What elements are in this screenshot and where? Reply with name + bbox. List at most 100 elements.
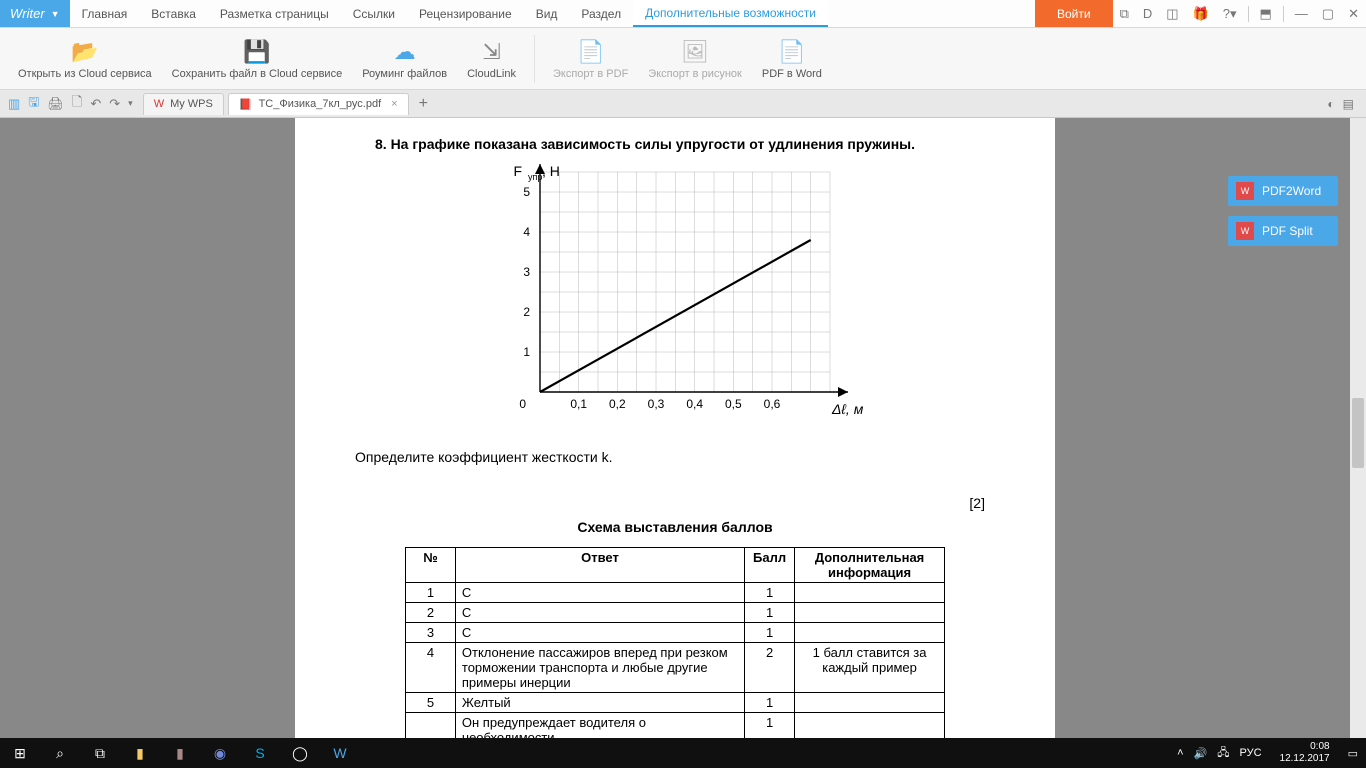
menu-вид[interactable]: Вид — [524, 0, 570, 27]
scrollbar-thumb[interactable] — [1352, 398, 1364, 468]
table-cell: 1 — [745, 623, 795, 643]
separator — [1283, 6, 1284, 22]
taskbar-lib-icon[interactable]: ▮ — [160, 738, 200, 768]
ribbon-label: Сохранить файл в Cloud сервисе — [172, 68, 343, 80]
ribbon-label: CloudLink — [467, 68, 516, 80]
d-icon[interactable]: D — [1136, 6, 1159, 21]
table-cell: 3 — [406, 623, 456, 643]
taskview-button[interactable]: ⧉ — [80, 738, 120, 768]
qat-redo-icon[interactable]: ↷ — [107, 96, 122, 112]
tray-chevron-icon[interactable]: ˄ — [1177, 747, 1183, 759]
table-row: 2C1 — [406, 603, 945, 623]
separator — [1248, 6, 1249, 22]
tab-icon: W — [154, 98, 164, 110]
menu-рецензирование[interactable]: Рецензирование — [407, 0, 524, 27]
svg-text:упр: упр — [528, 172, 542, 182]
taskbar-skype-icon[interactable]: S — [240, 738, 280, 768]
svg-text:0,3: 0,3 — [648, 397, 665, 411]
table-cell — [406, 713, 456, 741]
table-cell — [795, 713, 945, 741]
qat-print-icon[interactable]: 🖨 — [45, 96, 66, 112]
search-button[interactable]: ⌕ — [40, 738, 80, 768]
close-icon[interactable]: ✕ — [1341, 6, 1366, 22]
vertical-scrollbar[interactable] — [1350, 118, 1366, 740]
store-icon[interactable]: ⧉ — [1113, 6, 1136, 22]
table-cell — [795, 583, 945, 603]
ribbon-сохранить-файл-в-cloud-сервисе[interactable]: 💾 Сохранить файл в Cloud сервисе — [164, 36, 351, 82]
tab-toolbox-icon[interactable]: ◐ — [1327, 97, 1334, 111]
side-icon: W — [1236, 182, 1254, 200]
taskbar-chrome-icon[interactable]: ◯ — [280, 738, 320, 768]
side-pdf2word[interactable]: W PDF2Word — [1228, 176, 1338, 206]
tab-тс-физика-7кл-рус-pdf[interactable]: 📕ТС_Физика_7кл_рус.pdf× — [228, 93, 409, 115]
side-label: PDF2Word — [1262, 184, 1321, 198]
menu-главная[interactable]: Главная — [70, 0, 140, 27]
taskbar-discord-icon[interactable]: ◉ — [200, 738, 240, 768]
ribbon-icon: 💾 — [243, 38, 270, 66]
ribbon-открыть-из-cloud-сервиса[interactable]: 📂Открыть из Cloud сервиса — [10, 36, 160, 82]
app-name: Writer — [10, 6, 45, 21]
new-tab-button[interactable]: + — [413, 95, 434, 113]
menu-дополнительные возможности[interactable]: Дополнительные возможности — [633, 0, 828, 27]
tray-network-icon[interactable]: 🖧 — [1217, 744, 1229, 763]
table-header: Ответ — [455, 548, 744, 583]
app-dropdown-icon: ▼ — [51, 9, 60, 19]
svg-text:0,1: 0,1 — [570, 397, 587, 411]
maximize-icon[interactable]: ▢ — [1315, 6, 1341, 22]
tray-date: 12.12.2017 — [1280, 753, 1330, 765]
qat-preview-icon[interactable]: 🗋 — [70, 93, 84, 115]
minimize-icon[interactable]: — — [1288, 6, 1315, 21]
tray-clock[interactable]: 0:08 12.12.2017 — [1272, 741, 1338, 765]
qat-dropdown-icon[interactable]: ▾ — [126, 98, 135, 109]
ribbon-icon: 📄 — [577, 38, 604, 66]
ribbon-pdf-в-word[interactable]: 📄PDF в Word — [754, 36, 830, 82]
table-row: 3C1 — [406, 623, 945, 643]
tray-notifications-icon[interactable]: ▭ — [1348, 747, 1358, 760]
side-pdf-split[interactable]: WPDF Split — [1228, 216, 1338, 246]
table-cell: Он предупреждает водителя о необходимост… — [455, 713, 744, 741]
ribbon-роуминг-файлов[interactable]: ☁Роуминг файлов — [354, 36, 455, 82]
side-label: PDF Split — [1262, 224, 1313, 238]
tab-close-icon[interactable]: × — [391, 98, 397, 110]
menu-вставка[interactable]: Вставка — [139, 0, 208, 27]
help-icon[interactable]: ?▾ — [1216, 6, 1244, 22]
taskbar-wps-icon[interactable]: W — [320, 738, 360, 768]
question-8-title: 8. На графике показана зависимость силы … — [375, 136, 995, 152]
table-cell: C — [455, 583, 744, 603]
tab-list-icon[interactable]: ▤ — [1343, 97, 1354, 111]
grading-table: №ОтветБаллДополнительная информация1C12C… — [405, 547, 945, 740]
qat-open-icon[interactable]: ▥ — [6, 96, 22, 112]
table-cell: 5 — [406, 693, 456, 713]
ribbon-icon: 📄 — [778, 38, 805, 66]
a-icon[interactable]: ◫ — [1159, 6, 1185, 22]
ribbon-экспорт-в-рисунок: 🖼Экспорт в рисунок — [640, 36, 750, 82]
menu-раздел[interactable]: Раздел — [569, 0, 633, 27]
ribbon-label: Экспорт в PDF — [553, 68, 628, 80]
app-logo[interactable]: Writer ▼ — [0, 0, 70, 27]
svg-text:5: 5 — [523, 185, 530, 199]
tab-label: My WPS — [170, 98, 213, 110]
signin-button[interactable]: Войти — [1035, 0, 1113, 27]
ribbon-экспорт-в-pdf: 📄 Экспорт в PDF — [545, 36, 636, 82]
collapse-ribbon-icon[interactable]: ⬒ — [1253, 6, 1279, 22]
question-8-score: [2] — [355, 495, 995, 511]
svg-text:2: 2 — [523, 305, 530, 319]
document-page: 8. На графике показана зависимость силы … — [295, 118, 1055, 740]
ribbon-cloudlink[interactable]: ⇲CloudLink — [459, 36, 524, 82]
menu-разметка страницы[interactable]: Разметка страницы — [208, 0, 341, 27]
menu-ссылки[interactable]: Ссылки — [341, 0, 407, 27]
table-row: 5Желтый1 — [406, 693, 945, 713]
qat-save-icon[interactable]: 🖫 — [26, 93, 41, 115]
tray-lang[interactable]: РУС — [1240, 747, 1262, 759]
tab-my-wps[interactable]: W My WPS — [143, 93, 224, 115]
tab-label: ТС_Физика_7кл_рус.pdf — [259, 98, 382, 110]
tray-volume-icon[interactable]: 🔊 — [1194, 747, 1208, 760]
start-button[interactable]: ⊞ — [0, 738, 40, 768]
svg-text:3: 3 — [523, 265, 530, 279]
taskbar-explorer-icon[interactable]: ▮ — [120, 738, 160, 768]
ribbon-icon: ☁ — [394, 38, 416, 66]
qat-undo-icon[interactable]: ↶ — [88, 96, 103, 112]
ribbon-label: Открыть из Cloud сервиса — [18, 68, 152, 80]
gift-icon[interactable]: 🎁 — [1186, 6, 1216, 22]
svg-text:0,6: 0,6 — [764, 397, 781, 411]
